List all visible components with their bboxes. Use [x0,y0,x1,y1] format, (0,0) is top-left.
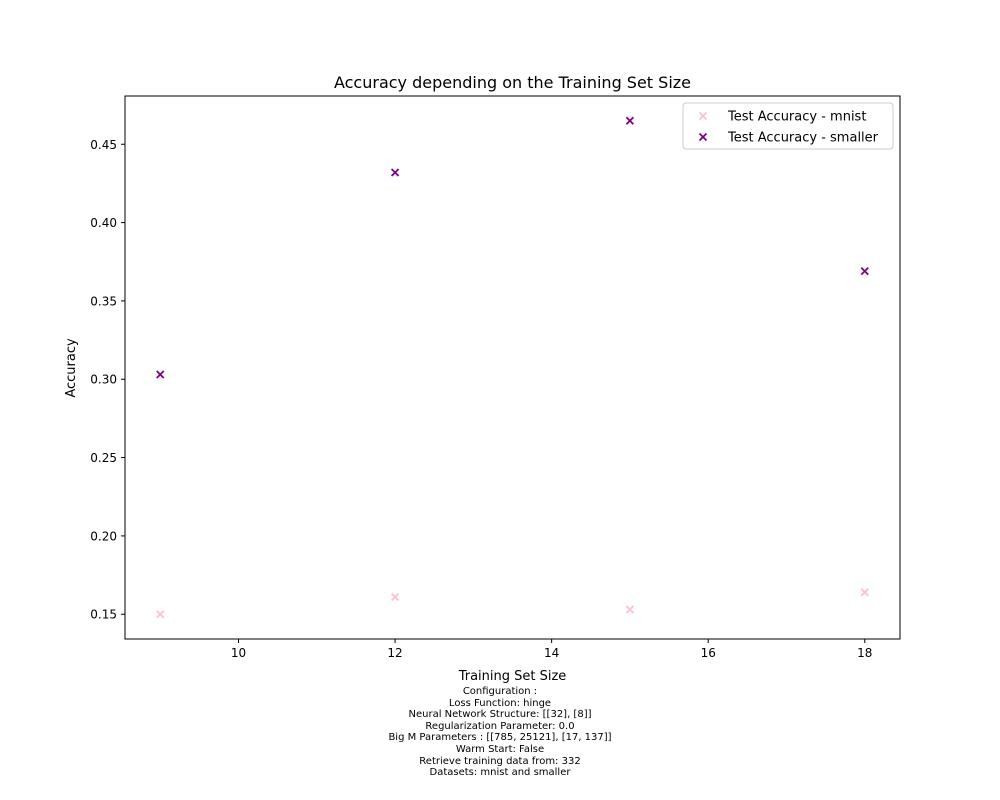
legend-marker [698,111,708,121]
caption-line: Warm Start: False [455,743,545,755]
y-tick-label: 0.20 [90,529,117,543]
data-point [156,610,165,619]
y-axis: 0.15 0.20 0.25 0.30 0.35 0.40 0.45 [90,138,125,622]
x-tick-label: 16 [701,646,716,660]
caption-line: Regularization Parameter: 0.0 [425,720,575,732]
x-tick-label: 12 [387,646,402,660]
caption-line: Neural Network Structure: [[32], [8]] [408,709,592,721]
legend: Test Accuracy - mnist Test Accuracy - sma… [682,102,894,150]
legend-label: Test Accuracy - mnist [727,110,866,125]
legend-box [682,102,894,150]
x-tick-label: 10 [231,646,246,660]
caption-line: Loss Function: hinge [448,697,552,709]
legend-marker [698,132,708,142]
series-2 [156,116,869,379]
data-point [390,168,400,177]
caption-line: Big M Parameters : [[785, 25121], [17, 1… [388,732,612,744]
y-axis-label: Accuracy [64,338,79,398]
caption-line: Configuration : [462,686,538,697]
plot-frame [124,95,901,640]
data-point [625,605,635,614]
series-1 [156,588,869,619]
y-tick-label: 0.35 [90,294,117,308]
caption-line: Retrieve training data from: 332 [419,755,581,767]
y-tick-label: 0.30 [90,373,117,387]
x-axis-label: Training Set Size [458,669,567,684]
plot-area [156,116,869,619]
x-axis: 10 12 14 16 18 [231,639,872,660]
caption-line: Datasets: mnist and smaller [429,767,571,779]
configuration-caption: Configuration : Loss Function: hinge Neu… [300,686,700,779]
x-tick-label: 14 [544,646,559,660]
chart-title: Accuracy depending on the Training Set S… [334,73,691,92]
data-point [625,116,635,125]
data-point [390,592,400,602]
data-point [156,370,165,379]
y-tick-label: 0.45 [90,138,117,152]
x-tick-label: 18 [857,646,872,660]
y-tick-label: 0.25 [90,451,117,465]
y-tick-label: 0.40 [90,216,117,230]
data-point [860,588,869,597]
data-point [860,267,869,276]
legend-label: Test Accuracy - smaller [727,131,879,146]
y-tick-label: 0.15 [90,608,117,622]
